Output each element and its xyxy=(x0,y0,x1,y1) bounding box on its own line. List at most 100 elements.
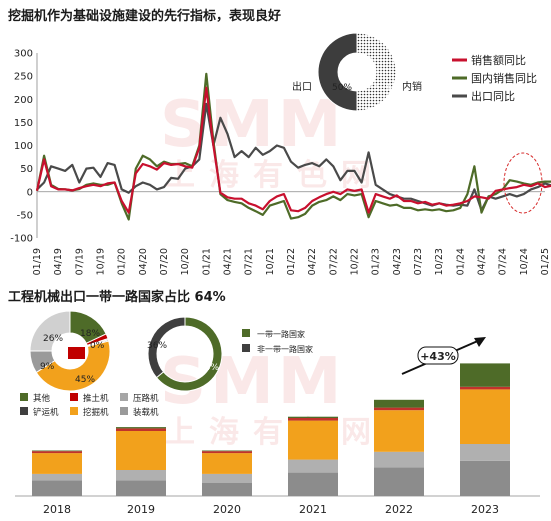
bar-segment xyxy=(116,428,166,431)
bar-segment xyxy=(32,473,82,481)
pie-category-label: 内销 xyxy=(402,80,422,93)
x-tick-label: 2019 xyxy=(127,503,155,516)
bar-segment xyxy=(374,410,424,452)
bar-segment xyxy=(116,431,166,470)
bar-segment xyxy=(288,420,338,460)
y-tick-label: 300 xyxy=(14,49,33,60)
domestic-sales-yoy-line xyxy=(35,72,551,221)
x-tick-label: 10/19 xyxy=(96,248,107,275)
legend-swatch xyxy=(20,407,28,415)
sales-yoy-line xyxy=(35,86,551,214)
x-tick-label: 2021 xyxy=(299,503,327,516)
x-tick-label: 10/22 xyxy=(350,248,361,275)
growth-label: +43% xyxy=(420,350,456,363)
y-tick-label: 200 xyxy=(14,95,33,106)
bar-segment xyxy=(32,480,82,496)
legend-label: 挖掘机 xyxy=(83,407,109,418)
bar-segment xyxy=(374,399,424,408)
pie-data-label: 26% xyxy=(43,334,63,344)
x-tick-label: 10/23 xyxy=(434,248,445,275)
pie-data-label: 45% xyxy=(75,375,95,385)
bar-segment xyxy=(116,470,166,481)
legend-swatch xyxy=(242,329,250,337)
x-tick-label: 01/21 xyxy=(201,248,212,275)
x-tick-label: 10/20 xyxy=(180,248,191,275)
x-tick-label: 2020 xyxy=(213,503,241,516)
bar-segment xyxy=(116,427,166,429)
growth-label-box xyxy=(417,346,459,365)
pie-data-label: 36% xyxy=(147,341,167,351)
x-tick-label: 2022 xyxy=(385,503,413,516)
x-tick-label: 01/20 xyxy=(117,248,128,275)
legend-swatch xyxy=(242,344,250,352)
export-yoy-line xyxy=(36,102,551,212)
x-tick-label: 04/20 xyxy=(138,248,149,275)
x-tick-label: 01/19 xyxy=(32,248,43,275)
x-tick-label: 04/22 xyxy=(307,248,318,275)
legend-swatch xyxy=(120,407,128,415)
bar-segment xyxy=(202,473,252,483)
x-tick-label: 01/23 xyxy=(371,248,382,275)
x-tick-label: 01/25 xyxy=(540,248,551,275)
export-share-slice xyxy=(356,32,397,112)
pie-category-label: 出口 xyxy=(292,80,312,93)
legend-swatch xyxy=(20,393,28,401)
x-tick-label: 10/24 xyxy=(519,248,530,275)
pie-data-label: 0% xyxy=(90,341,105,351)
pie-data-label: 64% xyxy=(199,363,219,373)
y-tick-label: 0 xyxy=(27,187,33,198)
x-tick-label: 07/19 xyxy=(74,248,85,275)
bar-segment xyxy=(288,418,338,421)
bar-segment xyxy=(202,451,252,454)
legend-label: 推土机 xyxy=(83,393,109,404)
legend-label: 装载机 xyxy=(133,407,159,418)
x-tick-label: 01/22 xyxy=(286,248,297,275)
bar-segment xyxy=(288,416,338,418)
legend-label: 出口同比 xyxy=(471,89,515,103)
legend-swatch xyxy=(120,393,128,401)
bar-segment xyxy=(460,460,510,496)
legend-label: 国内销售同比 xyxy=(471,71,537,85)
y-tick-label: -50 xyxy=(17,210,33,221)
x-tick-label: 07/24 xyxy=(498,248,509,275)
bar-segment xyxy=(202,450,252,452)
legend-label: 压路机 xyxy=(133,393,159,404)
pie-data-label: 50% xyxy=(374,83,394,93)
legend-swatch xyxy=(70,407,78,415)
x-tick-label: 01/24 xyxy=(455,248,466,275)
bar-segment xyxy=(32,453,82,474)
chart-title-bottom: 工程机械出口一带一路国家占比 64% xyxy=(8,290,226,305)
y-tick-label: 100 xyxy=(14,141,33,152)
excavator-slice xyxy=(35,340,111,392)
legend-swatch xyxy=(70,393,78,401)
x-tick-label: 2018 xyxy=(43,503,71,516)
x-tick-label: 07/22 xyxy=(328,248,339,275)
legend-label: 非一带一路国家 xyxy=(257,344,313,354)
highlight-ellipse xyxy=(503,152,543,214)
bar-segment xyxy=(460,386,510,390)
x-tick-label: 07/23 xyxy=(413,248,424,275)
bar-segment xyxy=(374,407,424,411)
x-tick-label: 07/20 xyxy=(159,248,170,275)
legend-label: 销售额同比 xyxy=(471,53,526,67)
bar-segment xyxy=(32,450,82,452)
domestic-share-slice xyxy=(317,32,358,112)
bar-segment xyxy=(374,451,424,468)
x-tick-label: 07/21 xyxy=(244,248,255,275)
x-tick-label: 04/19 xyxy=(53,248,64,275)
bar-segment xyxy=(460,389,510,444)
y-tick-label: 250 xyxy=(14,72,33,83)
x-tick-label: 04/24 xyxy=(477,248,488,275)
y-tick-label: 150 xyxy=(14,118,33,129)
bar-segment xyxy=(460,444,510,461)
non-belt-road-slice xyxy=(147,316,186,379)
x-tick-label: 04/21 xyxy=(223,248,234,275)
legend-label: 铲运机 xyxy=(33,407,59,418)
bar-segment xyxy=(116,480,166,496)
bar-segment xyxy=(32,451,82,454)
y-tick-label: -100 xyxy=(10,234,33,245)
x-tick-label: 04/23 xyxy=(392,248,403,275)
legend-label: 一带一路国家 xyxy=(257,329,305,339)
bar-segment xyxy=(288,459,338,473)
